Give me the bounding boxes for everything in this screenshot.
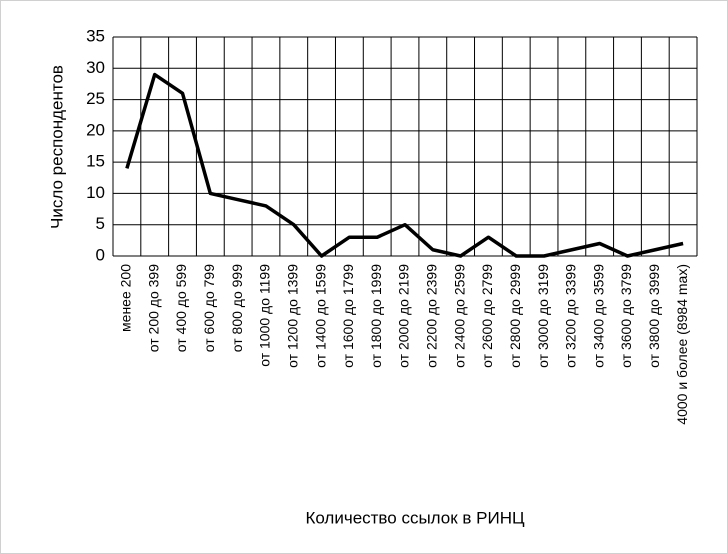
y-tick-label: 10 [86,183,105,202]
x-tick-label: от 3800 до 3999 [646,264,662,368]
x-tick-label: от 3400 до 3599 [590,264,606,368]
y-tick-label: 15 [86,152,105,171]
x-tick-label: 4000 и более (8984 max) [674,264,690,425]
x-tick-label: от 1000 до 1199 [257,264,273,367]
y-tick-label: 25 [86,89,105,108]
x-tick-label: от 2600 до 2799 [479,264,495,368]
x-tick-label: от 2200 до 2399 [424,264,440,368]
x-tick-label: менее 200 [118,264,134,332]
line-series [125,72,684,258]
y-tick-label: 5 [96,214,105,233]
x-tick-label: от 3000 до 3199 [535,264,551,368]
x-tick-label: от 1400 до 1599 [312,264,328,368]
x-tick-label: от 600 до 799 [201,264,217,352]
x-tick-label: от 800 до 999 [229,264,245,352]
x-tick-label: от 2000 до 2199 [396,264,412,368]
x-axis-title: Количество ссылок в РИНЦ [305,508,525,527]
y-axis-title: Число респондентов [47,65,66,229]
x-tick-label: от 1800 до 1999 [368,264,384,368]
x-tick-label: от 3200 до 3399 [563,264,579,368]
y-tick-label: 0 [96,245,105,264]
x-tick-label: от 400 до 599 [173,264,189,352]
y-tick-label: 35 [86,26,105,45]
y-tick-label: 20 [86,120,105,139]
x-tick-label: от 2400 до 2599 [451,264,467,368]
x-tick-label: от 2800 до 2999 [507,264,523,368]
x-tick-label: от 1600 до 1799 [340,264,356,368]
x-tick-label: от 1200 до 1399 [284,264,300,368]
x-tick-label: от 3600 до 3799 [618,264,634,368]
y-tick-label: 30 [86,58,105,77]
x-tick-label: от 200 до 399 [145,264,161,352]
